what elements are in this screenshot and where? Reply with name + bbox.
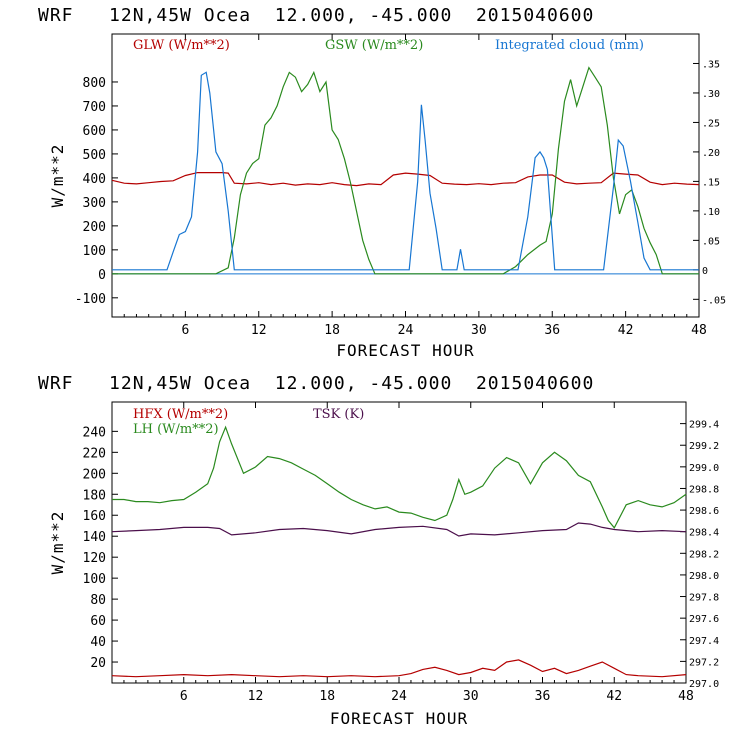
y-tick-label: 60 [90,614,106,629]
y2-tick-label: 0 [702,266,708,277]
chart-1-legend-3: Integrated cloud (mm) [495,38,644,53]
y2-tick-label: 298.2 [689,549,719,560]
x-tick-label: 18 [319,689,335,704]
x-tick-label: 18 [324,323,340,338]
y-tick-label: 120 [83,551,106,566]
x-tick-label: 6 [181,323,189,338]
chart-1-title: WRF 12N,45W Ocea 12.000, -45.000 2015040… [38,5,595,26]
chart-2: 6 12 18 24 30 36 42 48 20 40 60 80 100 120 140 160 180 20… [48,401,719,728]
y-tick-label: 220 [83,446,106,461]
y-tick-label: 400 [83,172,106,187]
x-tick-label: 30 [463,689,479,704]
y-tick-label: 500 [83,148,106,163]
chart-2-legend-1: HFX (W/m**2) [133,407,228,422]
x-tick-label: 6 [180,689,188,704]
x-tick-label: 30 [471,323,487,338]
chart-2-x-axis-title: FORECAST HOUR [330,709,468,728]
x-tick-label: 48 [678,689,694,704]
y2-tick-label: 299.2 [689,441,719,452]
y2-tick-label: .35 [702,59,720,70]
y-tick-label: 100 [83,572,106,587]
y2-tick-label: .20 [702,148,720,159]
x-tick-label: 42 [606,689,622,704]
y2-tick-label: .15 [702,177,720,188]
y-tick-label: 20 [90,656,106,671]
y2-tick-label: .05 [702,236,720,247]
chart-2-frame [111,401,687,684]
x-tick-label: 42 [618,323,634,338]
chart-2-legend-2: LH (W/m**2) [133,422,219,437]
chart-2-title: WRF 12N,45W Ocea 12.000, -45.000 2015040… [38,373,595,394]
y-tick-label: -100 [75,292,106,307]
y2-tick-label: 297.8 [689,593,719,604]
y2-tick-label: 298.0 [689,571,719,582]
chart-1-legend-1: GLW (W/m**2) [133,38,230,53]
x-tick-label: 12 [248,689,264,704]
chart-2-series-2-line [112,425,687,529]
y-tick-label: 140 [83,530,106,545]
y2-tick-label: 298.6 [689,506,719,517]
y-tick-label: 600 [83,124,106,139]
y2-tick-label: 298.4 [689,528,719,539]
y2-tick-label: 297.4 [689,636,719,647]
y2-tick-label: -.05 [702,295,726,306]
y-tick-label: 0 [98,268,106,283]
y-tick-label: 240 [83,425,106,440]
chart-1-legend-2: GSW (W/m**2) [325,38,423,53]
y-tick-label: 300 [83,196,106,211]
chart-1-y-axis-title: W/m**2 [48,144,67,208]
y-tick-label: 700 [83,100,106,115]
y2-tick-label: .30 [702,89,720,100]
y2-tick-label: .10 [702,207,720,218]
y2-tick-label: 299.4 [689,420,719,431]
chart-1-series-1-line [111,172,700,187]
y-tick-label: 80 [90,593,106,608]
y2-tick-label: 299.0 [689,463,719,474]
y-tick-label: 160 [83,509,106,524]
y2-tick-label: 298.8 [689,484,719,495]
y2-tick-label: 297.2 [689,657,719,668]
x-tick-label: 36 [535,689,551,704]
y-tick-label: 800 [83,76,106,91]
x-tick-label: 36 [544,323,560,338]
y2-tick-label: 297.0 [689,679,719,690]
chart-1: 6 12 18 24 30 36 42 48 -100 0 100 200 300 400 500 600 70… [48,33,726,360]
y-tick-label: 200 [83,220,106,235]
x-tick-label: 12 [251,323,267,338]
y-tick-label: 40 [90,635,106,650]
x-tick-label: 24 [398,323,414,338]
chart-1-x-axis-title: FORECAST HOUR [336,341,474,360]
chart-2-series-3-line [111,522,687,537]
chart-1-series-2-line [112,66,699,275]
y2-tick-label: .25 [702,118,720,129]
x-tick-label: 24 [391,689,407,704]
chart-2-series-1-line [111,659,687,678]
y-tick-label: 100 [83,244,106,259]
chart-1-series-3-line [112,71,699,271]
chart-2-y-axis-title: W/m**2 [48,511,67,575]
y-tick-label: 180 [83,488,106,503]
y2-tick-label: 297.6 [689,614,719,625]
x-tick-label: 48 [691,323,707,338]
y-tick-label: 200 [83,467,106,482]
chart-2-legend-3: TSK (K) [313,407,364,422]
